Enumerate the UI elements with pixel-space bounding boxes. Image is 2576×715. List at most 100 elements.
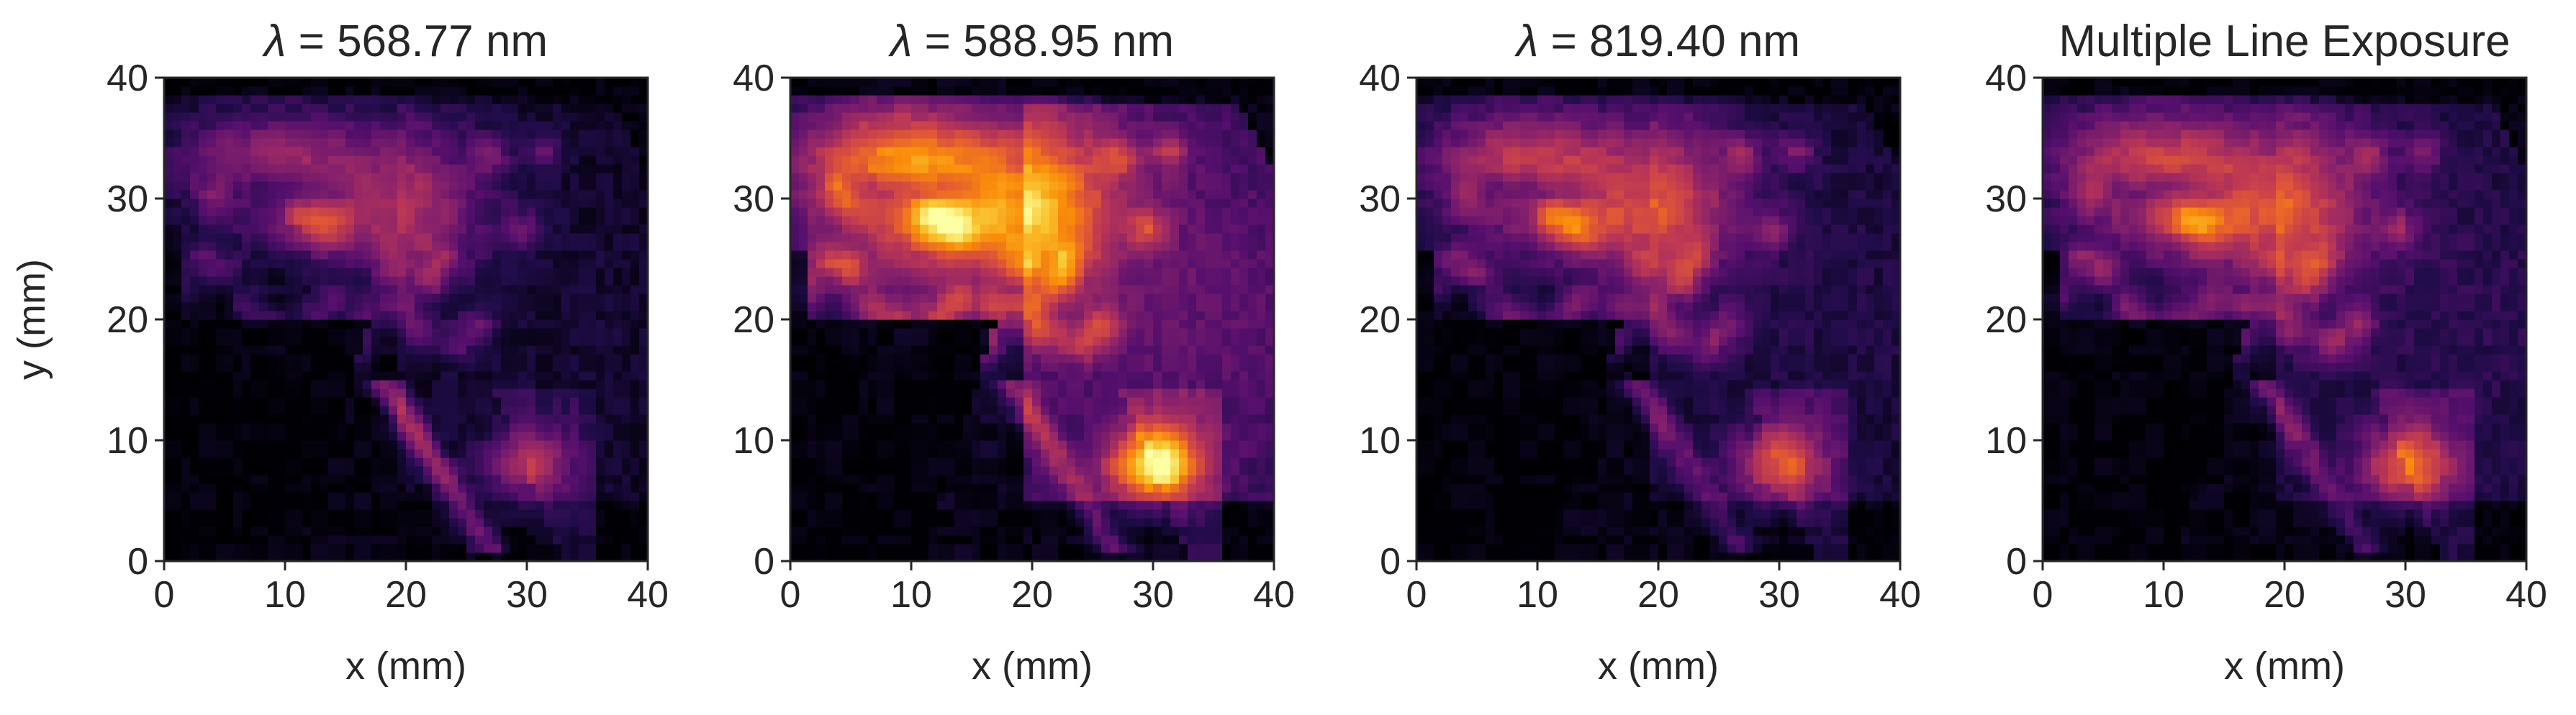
heatmap-cell [397, 492, 407, 501]
heatmap-cell [631, 233, 640, 242]
heatmap-cell [294, 363, 303, 372]
heatmap-cell [1058, 440, 1067, 450]
heatmap-cell [544, 388, 553, 398]
heatmap-cell [989, 216, 998, 225]
heatmap-cell [1067, 354, 1076, 363]
heatmap-cell [868, 259, 877, 268]
heatmap-cell [458, 129, 467, 139]
heatmap-cell [397, 518, 407, 527]
heatmap-cell [371, 190, 381, 199]
heatmap-cell [320, 293, 329, 303]
heatmap-cell [1032, 181, 1041, 191]
heatmap-cell [225, 457, 234, 467]
heatmap-cell [449, 475, 458, 484]
heatmap-cell [337, 423, 346, 432]
heatmap-cell [294, 483, 303, 493]
heatmap-cell [276, 311, 286, 320]
heatmap-cell [423, 544, 433, 553]
heatmap-cell [972, 363, 981, 372]
heatmap-cell [1023, 397, 1033, 406]
heatmap-cell [199, 190, 208, 199]
heatmap-cell [389, 104, 398, 113]
heatmap-cell [579, 181, 588, 191]
heatmap-cell [181, 518, 191, 527]
heatmap-cell [963, 552, 972, 562]
heatmap-cell [449, 432, 458, 441]
heatmap-cell [363, 259, 372, 268]
heatmap-cell [903, 233, 912, 242]
heatmap-cell [570, 302, 579, 311]
heatmap-cell [225, 518, 234, 527]
heatmap-cell [259, 268, 268, 277]
heatmap-cell [242, 406, 251, 415]
heatmap-cell [937, 380, 946, 389]
heatmap-cell [859, 293, 869, 303]
heatmap-cell [1006, 354, 1016, 363]
heatmap-cell [475, 302, 484, 311]
heatmap-cell [242, 527, 251, 536]
heatmap-cell [484, 337, 493, 346]
heatmap-cell [371, 354, 381, 363]
heatmap-cell [587, 86, 597, 96]
heatmap-cell [1032, 164, 1041, 173]
heatmap-cell [216, 129, 225, 139]
heatmap-cell [406, 173, 415, 182]
heatmap-cell [596, 501, 605, 510]
heatmap-cell [920, 388, 929, 398]
heatmap-cell [501, 345, 510, 355]
heatmap-cell [825, 285, 834, 294]
heatmap-cell [510, 302, 519, 311]
heatmap-cell [885, 492, 895, 501]
heatmap-cell [911, 112, 921, 122]
heatmap-cell [250, 259, 260, 268]
heatmap-cell [207, 181, 217, 191]
heatmap-cell [1032, 483, 1041, 493]
heatmap-cell [587, 388, 597, 398]
heatmap-cell [527, 302, 536, 311]
heatmap-cell [320, 224, 329, 234]
heatmap-cell [345, 406, 355, 415]
heatmap-cell [946, 406, 955, 415]
heatmap-cell [225, 363, 234, 372]
heatmap-cell [980, 423, 990, 432]
heatmap-cell [380, 492, 389, 501]
heatmap-cell [415, 363, 424, 372]
heatmap-cell [1049, 544, 1059, 553]
heatmap-cell [928, 285, 938, 294]
heatmap-cell [842, 449, 851, 458]
heatmap-cell [1023, 86, 1033, 96]
heatmap-cell [475, 363, 484, 372]
heatmap-cell [972, 475, 981, 484]
heatmap-cell [587, 147, 597, 156]
heatmap-cell [371, 224, 381, 234]
heatmap-cell [432, 345, 441, 355]
heatmap-cell [432, 155, 441, 165]
heatmap-cell [458, 190, 467, 199]
heatmap-cell [199, 345, 208, 355]
heatmap-cell [790, 293, 800, 303]
heatmap-cell [294, 233, 303, 242]
heatmap-cell [190, 501, 199, 510]
heatmap-cell [1067, 535, 1076, 545]
heatmap-cell [587, 78, 597, 87]
heatmap-cell [510, 414, 519, 424]
heatmap-cell [631, 121, 640, 130]
heatmap-cell [920, 354, 929, 363]
heatmap-cell [484, 199, 493, 208]
heatmap-cell [164, 112, 173, 122]
heatmap-cell [345, 199, 355, 208]
heatmap-cell [518, 311, 528, 320]
heatmap-cell [190, 466, 199, 475]
heatmap-cell [877, 483, 886, 493]
heatmap-cell [561, 544, 571, 553]
heatmap-cell [605, 181, 614, 191]
heatmap-cell [587, 155, 597, 165]
heatmap-cell [790, 535, 800, 545]
heatmap-cell [440, 181, 450, 191]
heatmap-cell [250, 190, 260, 199]
heatmap-cell [190, 406, 199, 415]
heatmap-cell [954, 466, 964, 475]
heatmap-cell [337, 121, 346, 130]
heatmap-cell [423, 164, 433, 173]
heatmap-cell [954, 483, 964, 493]
